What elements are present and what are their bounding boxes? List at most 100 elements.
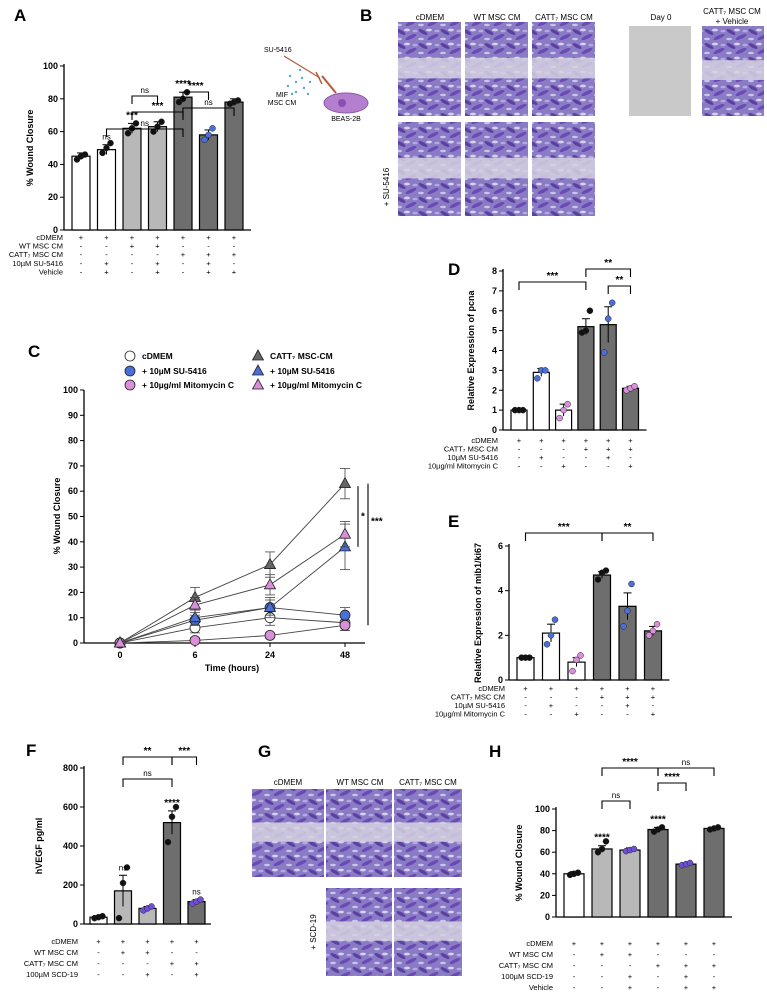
- panel-a-bracket-label: ns: [141, 119, 149, 128]
- panel-f-bar: [162, 821, 182, 925]
- panel-h-condition-sign: +: [656, 961, 661, 970]
- panel-c-legend-marker: [124, 350, 136, 362]
- panel-d-y-tick-label: 7: [492, 286, 497, 296]
- panel-letter-e: E: [448, 512, 459, 531]
- diagram-mif-dot: [308, 80, 312, 84]
- panel-h-condition-sign: -: [713, 972, 716, 981]
- panel-f-condition-label: WT MSC CM: [34, 948, 78, 957]
- panel-d-condition-sign: +: [606, 453, 611, 462]
- panel-f-comparison-bracket: [122, 756, 173, 765]
- panel-c-data-point: [113, 636, 127, 648]
- panel-d-data-point: [560, 406, 567, 414]
- panel-a-comparison-bracket: [131, 95, 159, 104]
- diagram-mif-dot: [298, 68, 302, 72]
- panel-e-condition-sign: -: [575, 701, 578, 710]
- panel-d-condition-sign: -: [540, 462, 543, 471]
- panel-a-bar: [96, 149, 117, 231]
- panel-h-condition-sign: -: [573, 983, 576, 992]
- panel-h-data-point: [630, 845, 638, 853]
- panel-d-condition-sign: -: [607, 462, 610, 471]
- panel-c-y-tick-label: 90: [68, 410, 78, 420]
- panel-d-condition-sign: -: [518, 453, 521, 462]
- panel-a-condition-sign: -: [182, 259, 185, 268]
- panel-a-condition-sign: +: [206, 267, 211, 276]
- panel-letter-a: A: [14, 6, 26, 25]
- panel-d-condition-sign: -: [562, 445, 565, 454]
- panel-d-y-axis-title: Relative Expression of pcna: [466, 289, 476, 410]
- panel-a-data-point: [99, 149, 106, 157]
- diagram-source-line1: MIF: [276, 92, 288, 99]
- panel-f-condition-sign: -: [97, 970, 100, 979]
- panel-c-y-tick-label: 10: [68, 613, 78, 623]
- panel-f-condition-sign: +: [121, 937, 126, 946]
- diagram-mif-dot: [294, 80, 298, 84]
- panel-d-y-tick-label: 4: [492, 346, 497, 356]
- panel-f-y-tick-label: 600: [63, 802, 78, 812]
- panel-letter-h: H: [489, 742, 501, 761]
- panel-a-bracket-label: ns: [204, 98, 212, 107]
- panel-h-condition-sign: +: [712, 939, 717, 948]
- panel-d-condition-sign: -: [629, 453, 632, 462]
- panel-h-condition-sign: +: [684, 939, 689, 948]
- panel-e-condition-sign: +: [625, 701, 630, 710]
- panel-e-data-point: [645, 632, 653, 639]
- panel-e-data-point: [577, 652, 584, 659]
- panel-d-y-tick-label: 2: [492, 385, 497, 395]
- panel-h-bar-significance: ****: [650, 814, 666, 825]
- panel-a-bracket-label: ****: [188, 81, 204, 92]
- panel-a-condition-sign: -: [182, 242, 185, 251]
- panel-a-bar: [71, 155, 91, 231]
- panel-a-bracket-label: ***: [152, 101, 164, 112]
- panel-h-condition-sign: -: [657, 983, 660, 992]
- panel-f-condition-label: CATT₇ MSC CM: [24, 959, 78, 968]
- panel-h-y-tick-label: 80: [540, 826, 550, 836]
- panel-e-condition-sign: +: [574, 684, 579, 693]
- panel-e-data-point: [543, 641, 551, 648]
- panel-b-header-day0: Day 0: [651, 13, 672, 22]
- panel-e-bar: [592, 574, 612, 681]
- panel-a-condition-sign: -: [233, 242, 236, 251]
- panel-d-condition-label: CATT₇ MSC CM: [444, 445, 498, 454]
- panel-d-data-point: [564, 400, 571, 408]
- panel-e-condition-label: 10µg/ml Mitomycin C: [435, 710, 506, 719]
- panel-a-condition-sign: +: [206, 233, 211, 242]
- panel-h-comparison-bracket: [657, 782, 687, 791]
- panel-c-legend-marker: [124, 365, 136, 377]
- panel-a-condition-sign: -: [80, 242, 83, 251]
- panel-h-comparison-bracket: [657, 767, 715, 776]
- panel-h-condition-sign: +: [712, 983, 717, 992]
- panel-c-data-point: [339, 609, 351, 621]
- panel-a-condition-label: CATT₇ MSC CM: [9, 250, 63, 259]
- panel-h-condition-sign: -: [573, 950, 576, 959]
- panel-a-condition-sign: +: [130, 233, 135, 242]
- panel-b-micrograph-vehicle-wound-gap: [702, 60, 764, 80]
- panel-a-bar: [198, 134, 219, 231]
- panel-e-y-tick-label: 2: [498, 630, 503, 640]
- panel-e-bracket-label: **: [624, 522, 632, 533]
- panel-e-bracket-label: ***: [558, 522, 570, 533]
- panel-a-comparison-bracket: [182, 91, 210, 100]
- panel-b-header-vehicle: + Vehicle: [716, 17, 749, 26]
- panel-h-bar: [675, 863, 697, 918]
- panel-b-micrograph-1-wound-gap: [465, 57, 528, 79]
- panel-f-data-point: [115, 914, 123, 922]
- panel-d-data-point: [600, 349, 608, 356]
- panel-h-condition-sign: +: [572, 939, 577, 948]
- panel-b-micrograph-day0: [629, 26, 691, 116]
- diagram-mif-dot: [294, 90, 298, 94]
- panel-d-bracket-label: ***: [547, 271, 559, 282]
- panel-d-data-point: [519, 406, 527, 414]
- panel-e-condition-sign: -: [550, 710, 553, 719]
- panel-h-condition-sign: -: [573, 961, 576, 970]
- panel-letter-b: B: [360, 6, 372, 25]
- panel-c-x-tick-label: 6: [192, 650, 197, 660]
- panel-letter-d: D: [448, 260, 460, 279]
- panel-b-micrograph-2-wound-gap: [532, 57, 595, 79]
- panel-d-y-tick-label: 5: [492, 326, 497, 336]
- panel-f-condition-label: 100µM SCD-19: [26, 970, 78, 979]
- diagram-source-line2: MSC CM: [268, 100, 297, 107]
- panel-d-condition-sign: +: [539, 436, 544, 445]
- panel-a-y-tick-label: 0: [53, 225, 58, 235]
- panel-a-condition-sign: +: [104, 267, 109, 276]
- panel-g-micrograph-0-wound-gap: [252, 822, 324, 842]
